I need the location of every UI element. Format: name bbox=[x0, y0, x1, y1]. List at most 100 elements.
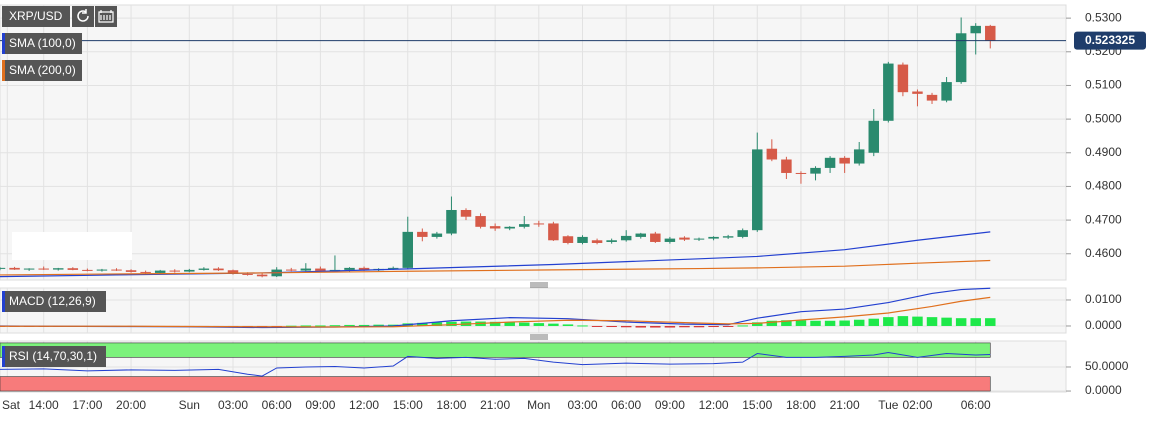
x-tick-label: Tue bbox=[878, 398, 899, 412]
candle-body bbox=[344, 267, 355, 270]
y-tick-label: 0.0100 bbox=[1085, 292, 1122, 306]
candle-body bbox=[897, 64, 909, 93]
macd-histogram-bar bbox=[373, 324, 384, 326]
candle-body bbox=[213, 268, 224, 271]
macd-histogram-bar bbox=[664, 325, 676, 328]
refresh-button[interactable] bbox=[72, 6, 94, 27]
x-tick-label: 02:00 bbox=[902, 398, 932, 412]
y-tick-label: 0.5100 bbox=[1085, 78, 1122, 92]
x-tick-label: 12:00 bbox=[699, 398, 729, 412]
macd-histogram-bar bbox=[926, 317, 938, 326]
x-tick-label: 12:00 bbox=[349, 398, 379, 412]
x-tick-label: 18:00 bbox=[786, 398, 816, 412]
candle-body bbox=[184, 269, 195, 272]
legend-label: SMA (100,0) bbox=[9, 36, 76, 50]
x-tick-label: 06:00 bbox=[961, 398, 991, 412]
rsi-band bbox=[0, 376, 991, 392]
candle-body bbox=[417, 231, 428, 237]
x-tick-label: Sat bbox=[2, 398, 21, 412]
sma-line bbox=[0, 259, 991, 276]
candle-body bbox=[431, 233, 443, 237]
macd-histogram-bar bbox=[752, 322, 763, 326]
candle-body bbox=[504, 226, 515, 229]
macd-histogram-bar bbox=[358, 324, 370, 326]
overlay-box bbox=[12, 232, 132, 260]
candle-body bbox=[970, 25, 981, 34]
macd-histogram-bar bbox=[781, 320, 792, 326]
candle-body bbox=[533, 223, 545, 225]
macd-histogram-bar bbox=[577, 325, 588, 327]
y-tick-label: 0.5000 bbox=[1085, 111, 1122, 125]
candle-body bbox=[9, 267, 20, 270]
candle-body bbox=[38, 268, 49, 270]
calendar-button[interactable] bbox=[95, 6, 117, 27]
candle-body bbox=[824, 157, 836, 168]
macd-histogram-bar bbox=[489, 321, 501, 326]
candle-body bbox=[169, 270, 180, 272]
candle-body bbox=[140, 271, 151, 273]
candle-body bbox=[562, 236, 574, 243]
legend-box bbox=[2, 6, 70, 27]
macd-histogram-bar bbox=[897, 316, 909, 326]
macd-histogram-bar bbox=[519, 322, 530, 326]
legend-label: XRP/USD bbox=[9, 9, 63, 23]
rsi-band bbox=[0, 342, 991, 358]
legend-label: SMA (200,0) bbox=[9, 63, 76, 77]
x-tick-label: 06:00 bbox=[262, 398, 292, 412]
macd-histogram-bar bbox=[620, 325, 632, 328]
candle-body bbox=[708, 236, 719, 239]
candle-body bbox=[722, 236, 734, 238]
candle-body bbox=[67, 268, 79, 270]
candle-body bbox=[53, 268, 64, 270]
candle-body bbox=[752, 149, 763, 231]
candle-body bbox=[941, 82, 952, 101]
panel-resizer[interactable] bbox=[530, 282, 548, 340]
y-tick-label: 0.4900 bbox=[1085, 145, 1122, 159]
candle-body bbox=[693, 238, 705, 240]
macd-histogram-bar bbox=[533, 323, 545, 326]
candle-body bbox=[591, 240, 603, 243]
candle-body bbox=[242, 273, 253, 275]
macd-histogram-bar bbox=[795, 320, 807, 326]
x-tick-label: 14:00 bbox=[29, 398, 59, 412]
macd-histogram-bar bbox=[985, 318, 996, 326]
candle-body bbox=[519, 224, 530, 227]
macd-histogram-bar bbox=[737, 325, 748, 327]
macd-histogram-bar bbox=[300, 325, 312, 327]
macd-histogram-bar bbox=[431, 322, 443, 326]
price-panel bbox=[0, 4, 1067, 281]
macd-histogram-bar bbox=[635, 325, 647, 328]
candle-body bbox=[679, 237, 690, 240]
legend-box bbox=[2, 33, 82, 54]
toolbar[interactable] bbox=[72, 6, 117, 27]
candle-body bbox=[82, 269, 93, 271]
macd-histogram-bar bbox=[941, 317, 952, 326]
x-tick-label: 03:00 bbox=[567, 398, 597, 412]
macd-histogram-bar bbox=[315, 325, 326, 327]
macd-histogram-bar bbox=[824, 320, 836, 326]
y-tick-label: 0.4600 bbox=[1085, 246, 1122, 260]
candle-body bbox=[446, 209, 457, 234]
candle-body bbox=[286, 269, 297, 271]
macd-histogram-bar bbox=[606, 325, 617, 328]
candle-body bbox=[475, 216, 486, 227]
candle-body bbox=[198, 268, 210, 270]
macd-histogram-bar bbox=[912, 316, 923, 326]
macd-histogram-bar bbox=[853, 319, 865, 326]
candle-body bbox=[926, 94, 938, 101]
macd-histogram-bar bbox=[329, 325, 341, 327]
candle-body bbox=[387, 267, 399, 269]
candle-body bbox=[912, 91, 923, 94]
candle-body bbox=[883, 63, 894, 121]
candle-body bbox=[402, 231, 414, 268]
rsi-line bbox=[0, 352, 991, 377]
candle-body bbox=[868, 120, 880, 153]
candle-body bbox=[985, 25, 996, 41]
y-tick-label: 0.4700 bbox=[1085, 212, 1122, 226]
candle-body bbox=[358, 267, 370, 271]
candle-body bbox=[0, 267, 6, 269]
legends: XRP/USD SMA (100,0) SMA (200,0) MACD (12,26… bbox=[2, 6, 106, 367]
legend-swatch bbox=[2, 33, 5, 54]
macd-histogram-bar bbox=[286, 325, 297, 327]
